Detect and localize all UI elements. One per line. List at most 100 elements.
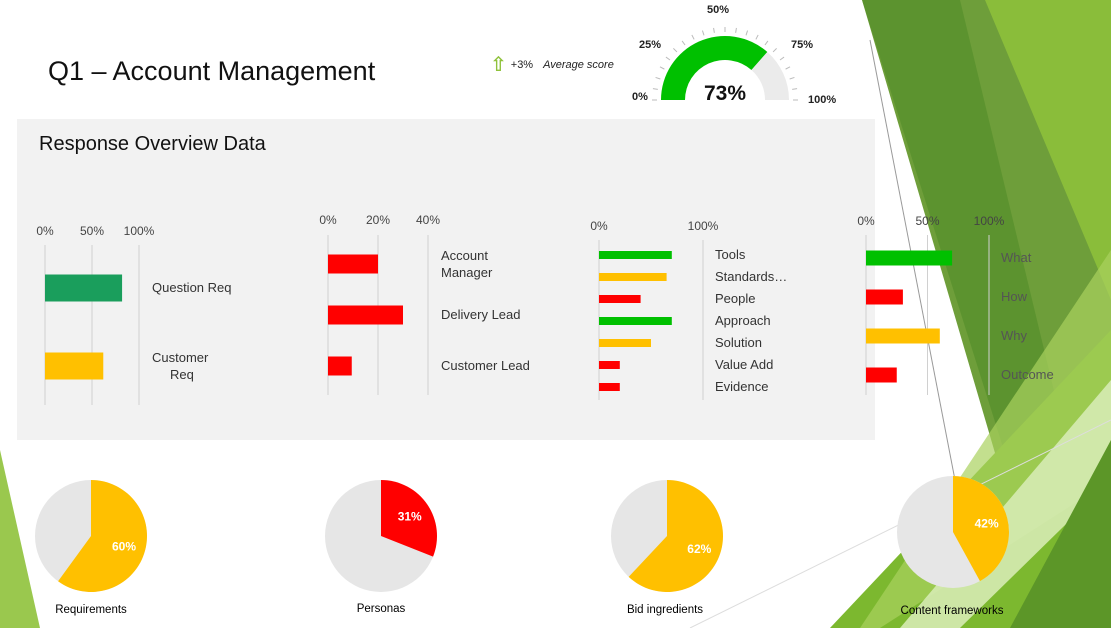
average-score-gauge: 0% 25% 50% 75% 100% 73% bbox=[632, 4, 836, 106]
bar bbox=[599, 251, 672, 259]
pie-content-frameworks: 42% bbox=[897, 476, 1009, 588]
pie-title-personas: Personas bbox=[356, 603, 406, 615]
tick-label: 40% bbox=[416, 213, 440, 227]
gauge-tick-mark bbox=[764, 40, 769, 46]
bar bbox=[599, 339, 651, 347]
gauge-tick-mark bbox=[681, 40, 686, 46]
gauge-tick-mark bbox=[745, 30, 749, 36]
gauge-tick-label: 25% bbox=[639, 39, 661, 51]
category-label: Value Add bbox=[715, 357, 773, 372]
tick-label: 20% bbox=[366, 213, 390, 227]
category-label: Question Req bbox=[152, 280, 232, 295]
pie-requirements: 60% bbox=[35, 480, 147, 592]
pie-title-content-frameworks: Content frameworks bbox=[900, 605, 1004, 617]
tick-label: 100% bbox=[124, 224, 155, 238]
trend-delta: +3% bbox=[510, 59, 534, 71]
response-overview-panel bbox=[17, 119, 875, 440]
tick-label: 100% bbox=[974, 214, 1005, 228]
category-label: What bbox=[1001, 250, 1032, 265]
pie-slice bbox=[628, 480, 723, 592]
bar bbox=[45, 274, 123, 302]
gauge-remaining-arc bbox=[751, 51, 789, 100]
deco-shape bbox=[1010, 440, 1111, 628]
category-label: Solution bbox=[715, 335, 762, 350]
gauge-tick-mark bbox=[691, 34, 695, 40]
gauge-tick-mark bbox=[655, 76, 661, 80]
gauge-tick-mark bbox=[789, 76, 795, 80]
category-label: People bbox=[715, 291, 755, 306]
tick-label: 50% bbox=[80, 224, 104, 238]
tick-label: 100% bbox=[688, 219, 719, 233]
bar bbox=[866, 367, 897, 383]
category-label: Standards… bbox=[715, 269, 787, 284]
gauge-tick-mark bbox=[713, 27, 715, 33]
pie-slice bbox=[58, 480, 147, 592]
gauge-tick-mark bbox=[701, 30, 705, 36]
bar bbox=[599, 361, 620, 369]
gauge-tick-mark bbox=[779, 56, 785, 61]
category-label: Delivery Lead bbox=[441, 307, 521, 322]
panel-title: Response Overview Data bbox=[39, 133, 266, 155]
gauge-tick-label: 75% bbox=[791, 39, 813, 51]
bar bbox=[866, 289, 903, 305]
pie-slice bbox=[953, 476, 1009, 582]
tick-label: 0% bbox=[319, 213, 337, 227]
gauge-tick-mark bbox=[735, 27, 737, 33]
gauge-tick-mark bbox=[772, 48, 777, 53]
bar bbox=[866, 250, 953, 266]
category-label: Customer Req bbox=[152, 350, 209, 382]
chart-content-frameworks-bars: 0% 50% 100% What How Why Outcome bbox=[857, 214, 1054, 395]
pie-title-requirements: Requirements bbox=[55, 604, 127, 616]
tick-label: 50% bbox=[915, 214, 939, 228]
bar bbox=[328, 356, 352, 376]
chart-bid-ingredients-bars: 0% 100% Tools Standards… People Approach Solut… bbox=[590, 219, 787, 400]
gauge-tick-label: 0% bbox=[632, 91, 648, 103]
category-label: Evidence bbox=[715, 379, 768, 394]
pie-slice bbox=[381, 480, 437, 557]
pie-bid-ingredients: 62% bbox=[611, 480, 723, 592]
category-label: How bbox=[1001, 289, 1028, 304]
up-arrow-icon: ⇧ bbox=[490, 54, 507, 76]
tick-label: 0% bbox=[36, 224, 54, 238]
trend-label: Average score bbox=[543, 59, 614, 71]
gauge-tick-label: 100% bbox=[808, 94, 836, 106]
category-label: Customer Lead bbox=[441, 358, 530, 373]
category-label: Approach bbox=[715, 313, 771, 328]
gauge-tick-mark bbox=[785, 66, 791, 70]
bar bbox=[599, 273, 667, 281]
pie-title-bid-ingredients: Bid ingredients bbox=[626, 604, 704, 616]
gauge-tick-mark bbox=[792, 88, 798, 90]
pie-personas: 31% bbox=[325, 480, 437, 592]
gauge-tick-mark bbox=[665, 56, 671, 61]
deco-shape bbox=[985, 0, 1111, 300]
gauge-tick-label: 50% bbox=[707, 4, 729, 16]
pie-value-label: 62% bbox=[687, 542, 711, 556]
gauge-tick-mark bbox=[755, 34, 759, 40]
page-title: Q1 – Account Management bbox=[48, 56, 376, 86]
bar bbox=[599, 383, 620, 391]
category-label: Why bbox=[1001, 328, 1028, 343]
bar bbox=[866, 328, 940, 344]
bar bbox=[328, 254, 378, 274]
tick-label: 0% bbox=[590, 219, 608, 233]
pie-value-label: 60% bbox=[112, 540, 136, 554]
gauge-value-arc bbox=[661, 36, 768, 100]
category-label: Tools bbox=[715, 247, 746, 262]
gauge-tick-mark bbox=[673, 48, 678, 53]
bar bbox=[599, 295, 641, 303]
pie-value-label: 31% bbox=[398, 509, 422, 523]
bar bbox=[599, 317, 672, 325]
chart-requirements-bars: 0% 50% 100% Question Req Customer Req bbox=[36, 224, 232, 405]
chart-personas-bars: 0% 20% 40% Account Manager Delivery Lead Custo… bbox=[319, 213, 530, 395]
category-label: Account Manager bbox=[441, 248, 493, 280]
gauge-tick-mark bbox=[652, 88, 658, 90]
gauge-value-label: 73% bbox=[704, 82, 746, 105]
bar bbox=[45, 352, 104, 380]
tick-label: 0% bbox=[857, 214, 875, 228]
deco-shape bbox=[0, 450, 40, 628]
trend-indicator: ⇧ +3% Average score bbox=[490, 54, 614, 76]
category-label: Outcome bbox=[1001, 367, 1054, 382]
gauge-tick-mark bbox=[659, 66, 665, 70]
bar bbox=[328, 305, 403, 325]
pie-value-label: 42% bbox=[975, 516, 999, 530]
